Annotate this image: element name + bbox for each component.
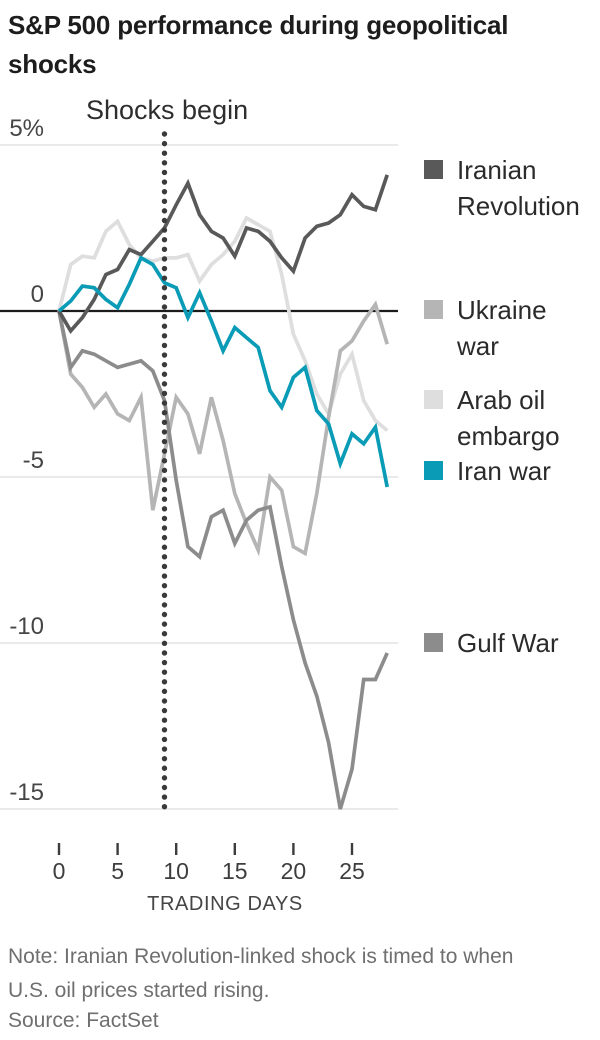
series-line-ukraine-war <box>57 300 389 557</box>
legend-label: Iran war <box>457 456 551 486</box>
x-tick-label-10: 10 <box>163 858 189 884</box>
x-axis-title: TRADING DAYS <box>147 893 303 915</box>
legend-item-ukraine-war: Ukraine war <box>424 292 589 364</box>
legend-swatch-icon <box>424 461 443 480</box>
x-tick-label-0: 0 <box>52 858 66 884</box>
legend-swatch-icon <box>424 300 443 319</box>
legend-label: Gulf War <box>457 628 559 658</box>
legend-swatch-icon <box>424 390 443 409</box>
legend-swatch-icon <box>424 160 443 179</box>
footnote: Note: Iranian Revolution-linked shock is… <box>8 945 514 1002</box>
legend-item-arab-oil-embargo: Arab oil embargo <box>424 382 589 454</box>
series-line-iran-war <box>57 255 390 488</box>
source-credit: Source: FactSet <box>8 1009 159 1032</box>
y-tick-label--15: -15 <box>9 779 44 806</box>
y-tick-label--5: -5 <box>22 447 44 474</box>
shocks-begin-annotation: Shocks begin <box>86 95 249 125</box>
series-line-gulf-war <box>57 310 389 810</box>
x-tick-label-25: 25 <box>339 858 365 884</box>
series-line-iranian-revolution <box>57 174 389 335</box>
legend-label: Iranian Revolution <box>457 155 580 221</box>
legend-label: Arab oil embargo <box>457 385 560 451</box>
x-tick-label-5: 5 <box>111 858 124 884</box>
y-tick-label-0: 0 <box>30 281 44 308</box>
y-tick-label--10: -10 <box>9 613 44 640</box>
page-title: S&P 500 performance during geopolitical … <box>8 10 509 79</box>
x-tick-label-20: 20 <box>280 858 307 884</box>
legend-item-gulf-war: Gulf War <box>424 625 589 661</box>
y-tick-label-5%: 5% <box>9 115 44 142</box>
legend-label: Ukraine war <box>457 295 547 361</box>
legend-swatch-icon <box>424 633 443 652</box>
x-tick-label-15: 15 <box>222 858 248 884</box>
legend-item-iranian-revolution: Iranian Revolution <box>424 152 589 224</box>
legend-item-iran-war: Iran war <box>424 453 589 489</box>
